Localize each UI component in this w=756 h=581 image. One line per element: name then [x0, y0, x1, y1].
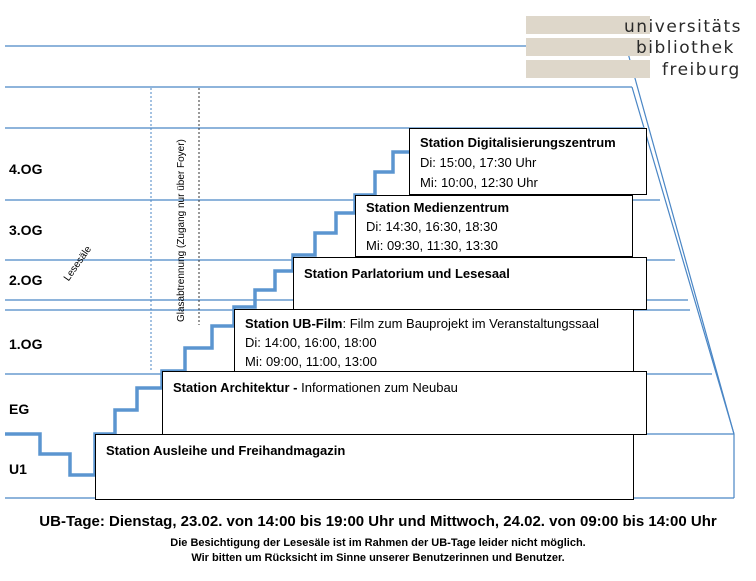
station-times-tuesday: Di: 14:00, 16:00, 18:00: [245, 335, 377, 350]
floor-label-1og: 1.OG: [9, 336, 43, 352]
station-architektur: Station Architektur - Informationen zum …: [162, 371, 647, 435]
station-ub-film: Station UB-Film: Film zum Bauprojekt im …: [234, 309, 634, 374]
station-times-wednesday: Mi: 09:30, 11:30, 13:30: [366, 238, 499, 253]
station-medienzentrum: Station Medienzentrum Di: 14:30, 16:30, …: [355, 195, 633, 257]
logo-line-1: universitäts: [624, 17, 742, 37]
floor-label-u1: U1: [9, 461, 27, 477]
station-title: Station Medienzentrum: [366, 200, 510, 215]
floor-label-4og: 4.OG: [9, 161, 43, 177]
station-description: Informationen zum Neubau: [297, 380, 458, 395]
station-title: Station Ausleihe und Freihandmagazin: [106, 443, 346, 458]
university-library-logo: universitäts bibliothek freiburg: [526, 14, 756, 84]
logo-line-3: freiburg: [662, 60, 741, 80]
station-title: Station UB-Film: [245, 316, 343, 331]
station-title: Station Digitalisierungszentrum: [420, 135, 616, 150]
glass-divider-label: Glasabtrennung (Zugang nur über Foyer): [176, 139, 187, 322]
station-times-wednesday: Mi: 10:00, 12:30 Uhr: [420, 175, 538, 190]
event-dates-heading: UB-Tage: Dienstag, 23.02. von 14:00 bis …: [39, 513, 717, 530]
station-times-wednesday: Mi: 09:00, 11:00, 13:00: [245, 354, 378, 369]
station-parlatorium: Station Parlatorium und Lesesaal: [293, 257, 647, 310]
logo-background-tiles: [526, 16, 650, 78]
perspective-line: [631, 86, 735, 435]
station-title: Station Parlatorium und Lesesaal: [304, 266, 510, 281]
floor-label-eg: EG: [9, 401, 30, 417]
logo-line-2: bibliothek: [636, 38, 735, 58]
station-title: Station Architektur -: [173, 380, 298, 395]
floor-label-2og: 2.OG: [9, 272, 43, 288]
notice-line-2: Wir bitten um Rücksicht im Sinne unserer…: [191, 552, 565, 564]
perspective-line: [625, 45, 735, 435]
perspective-lines: [625, 45, 735, 498]
station-times-tuesday: Di: 15:00, 17:30 Uhr: [420, 155, 537, 170]
notice-line-1: Die Besichtigung der Lesesäle ist im Rah…: [170, 537, 586, 549]
station-digitalisierungszentrum: Station Digitalisierungszentrum Di: 15:0…: [409, 128, 647, 195]
floor-label-3og: 3.OG: [9, 222, 43, 238]
station-ausleihe: Station Ausleihe und Freihandmagazin: [95, 434, 634, 500]
station-times-tuesday: Di: 14:30, 16:30, 18:30: [366, 219, 498, 234]
station-description: : Film zum Bauprojekt im Veranstaltungss…: [342, 316, 600, 331]
